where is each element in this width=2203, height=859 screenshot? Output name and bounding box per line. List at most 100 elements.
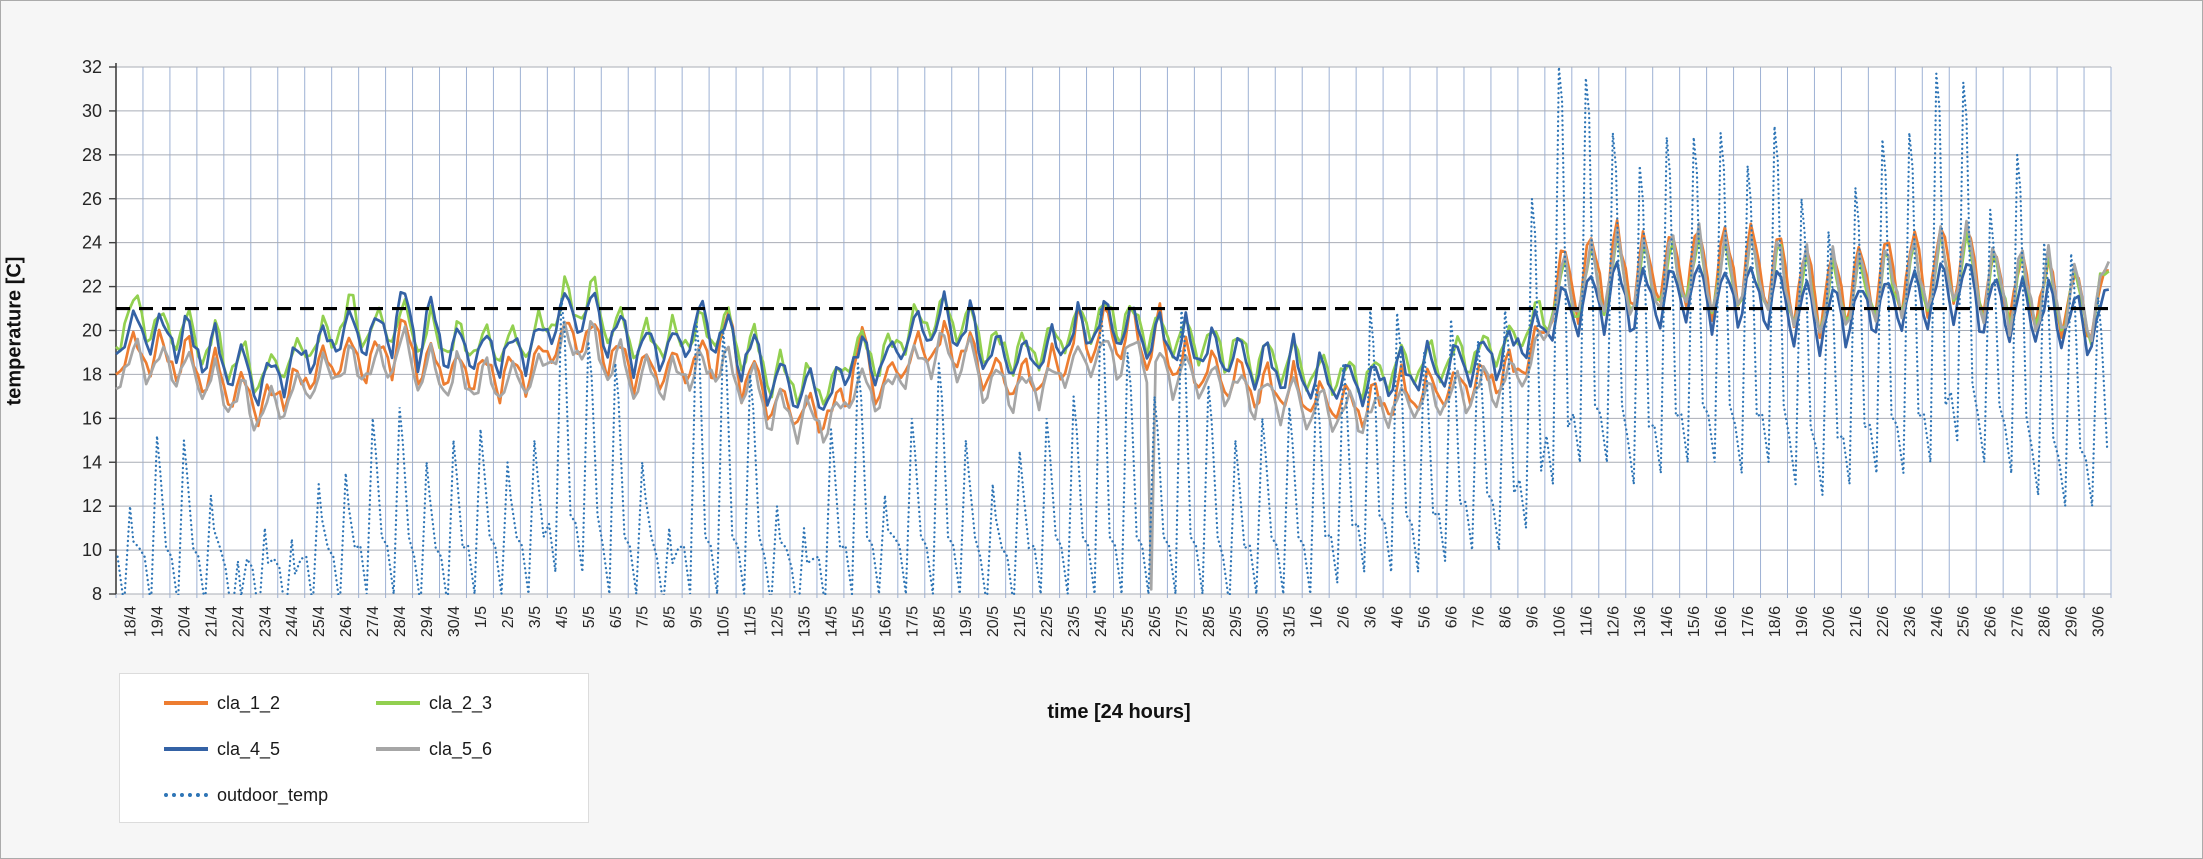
legend-swatch-cla_4_5 (164, 747, 208, 751)
x-tick-label: 23/5 (1066, 606, 1083, 637)
legend-swatch-outdoor_temp (164, 793, 208, 797)
x-tick-label: 29/4 (419, 606, 436, 637)
x-tick-label: 30/4 (446, 606, 463, 637)
x-tick-label: 3/5 (527, 606, 544, 628)
series-cla_4_5[interactable] (115, 260, 2110, 411)
x-tick-label: 22/4 (230, 606, 247, 637)
legend-label: cla_4_5 (217, 738, 281, 759)
legend-swatch-cla_2_3 (376, 701, 420, 705)
x-tick-label: 14/6 (1659, 606, 1676, 637)
y-tick-label: 18 (82, 364, 102, 384)
x-tick-label: 17/5 (904, 606, 921, 637)
x-tick-label: 15/5 (850, 606, 867, 637)
y-tick-label: 20 (82, 321, 102, 341)
series-outdoor_temp[interactable] (116, 66, 2109, 616)
x-tick-label: 30/5 (1255, 606, 1272, 637)
x-tick-label: 18/4 (122, 606, 139, 637)
x-tick-label: 2/5 (500, 606, 517, 628)
x-tick-label: 23/4 (257, 606, 274, 637)
x-tick-label: 1/6 (1309, 606, 1326, 628)
x-tick-label: 19/6 (1794, 606, 1811, 637)
x-tick-label: 5/5 (581, 606, 598, 628)
legend-item-cla_5_6[interactable]: cla_5_6 (376, 726, 588, 772)
x-tick-label: 26/6 (1983, 606, 2000, 637)
x-tick-label: 20/4 (176, 606, 193, 637)
y-tick-label: 14 (82, 452, 102, 472)
y-tick-label: 8 (92, 584, 102, 604)
legend-label: cla_1_2 (217, 692, 281, 713)
legend-item-cla_2_3[interactable]: cla_2_3 (376, 680, 588, 726)
x-tick-label: 19/4 (149, 606, 166, 637)
x-tick-label: 11/6 (1578, 606, 1595, 636)
x-tick-label: 22/6 (1875, 606, 1892, 637)
x-tick-label: 4/5 (554, 606, 571, 628)
legend-label: cla_2_3 (429, 692, 493, 713)
y-tick-label: 22 (82, 277, 102, 297)
x-tick-label: 16/5 (877, 606, 894, 637)
legend: cla_1_2 cla_2_3 cla_4_5 cla_5_6 outdoor_… (119, 673, 589, 823)
x-tick-label: 28/4 (392, 606, 409, 637)
y-tick-label: 16 (82, 408, 102, 428)
x-tick-label: 22/5 (1039, 606, 1056, 637)
x-tick-label: 1/5 (473, 606, 490, 628)
x-tick-label: 27/6 (2010, 606, 2027, 637)
y-tick-label: 26 (82, 189, 102, 209)
y-tick-label: 12 (82, 496, 102, 516)
x-axis-title: time [24 hours] (1047, 701, 1191, 723)
x-tick-label: 17/6 (1740, 606, 1757, 637)
legend-item-outdoor_temp[interactable]: outdoor_temp (164, 772, 376, 818)
x-tick-label: 18/5 (931, 606, 948, 637)
legend-item-cla_4_5[interactable]: cla_4_5 (164, 726, 376, 772)
x-tick-label: 9/6 (1524, 606, 1541, 628)
x-tick-label: 26/4 (338, 606, 355, 637)
x-tick-label: 14/5 (823, 606, 840, 637)
x-tick-label: 26/5 (1147, 606, 1164, 637)
y-axis-title: temperature [C] (3, 256, 26, 406)
x-tick-label: 30/6 (2091, 606, 2108, 637)
x-tick-label: 19/5 (958, 606, 975, 637)
y-tick-label: 10 (82, 540, 102, 560)
x-tick-label: 12/5 (770, 606, 787, 637)
series-cla_1_2[interactable] (115, 218, 2109, 434)
x-tick-label: 27/5 (1174, 606, 1191, 637)
x-tick-label: 7/5 (635, 606, 652, 628)
legend-item-cla_1_2[interactable]: cla_1_2 (164, 680, 376, 726)
y-tick-label: 30 (82, 101, 102, 121)
x-tick-label: 2/6 (1336, 606, 1353, 628)
x-tick-label: 8/6 (1497, 606, 1514, 628)
y-tick-label: 24 (82, 233, 102, 253)
series-cla_5_6[interactable] (115, 219, 2111, 591)
x-tick-label: 6/6 (1443, 606, 1460, 628)
x-tick-label: 10/5 (716, 606, 733, 637)
x-tick-label: 28/5 (1201, 606, 1218, 637)
x-tick-label: 24/4 (284, 606, 301, 637)
legend-label: outdoor_temp (217, 784, 329, 805)
x-tick-label: 27/4 (365, 606, 382, 637)
x-tick-label: 13/6 (1632, 606, 1649, 637)
x-tick-label: 15/6 (1686, 606, 1703, 637)
y-tick-label: 32 (82, 57, 102, 77)
x-tick-label: 21/6 (1848, 606, 1865, 637)
x-tick-label: 7/6 (1470, 606, 1487, 628)
legend-swatch-cla_1_2 (164, 701, 208, 705)
x-tick-label: 3/6 (1363, 606, 1380, 628)
x-tick-label: 8/5 (662, 606, 679, 628)
x-tick-label: 25/4 (311, 606, 328, 637)
x-tick-label: 4/6 (1390, 606, 1407, 628)
x-tick-label: 5/6 (1417, 606, 1434, 628)
x-tick-label: 28/6 (2037, 606, 2054, 637)
y-tick-label: 28 (82, 145, 102, 165)
x-tick-label: 13/5 (796, 606, 813, 637)
x-tick-label: 21/5 (1012, 606, 1029, 637)
legend-swatch-cla_5_6 (376, 747, 420, 751)
x-tick-label: 6/5 (608, 606, 625, 628)
x-tick-label: 20/5 (985, 606, 1002, 637)
x-tick-label: 24/6 (1929, 606, 1946, 637)
x-tick-label: 11/5 (743, 606, 760, 636)
legend-label: cla_5_6 (429, 738, 493, 759)
x-tick-label: 25/5 (1120, 606, 1137, 637)
x-tick-label: 25/6 (1956, 606, 1973, 637)
x-tick-label: 29/5 (1228, 606, 1245, 637)
